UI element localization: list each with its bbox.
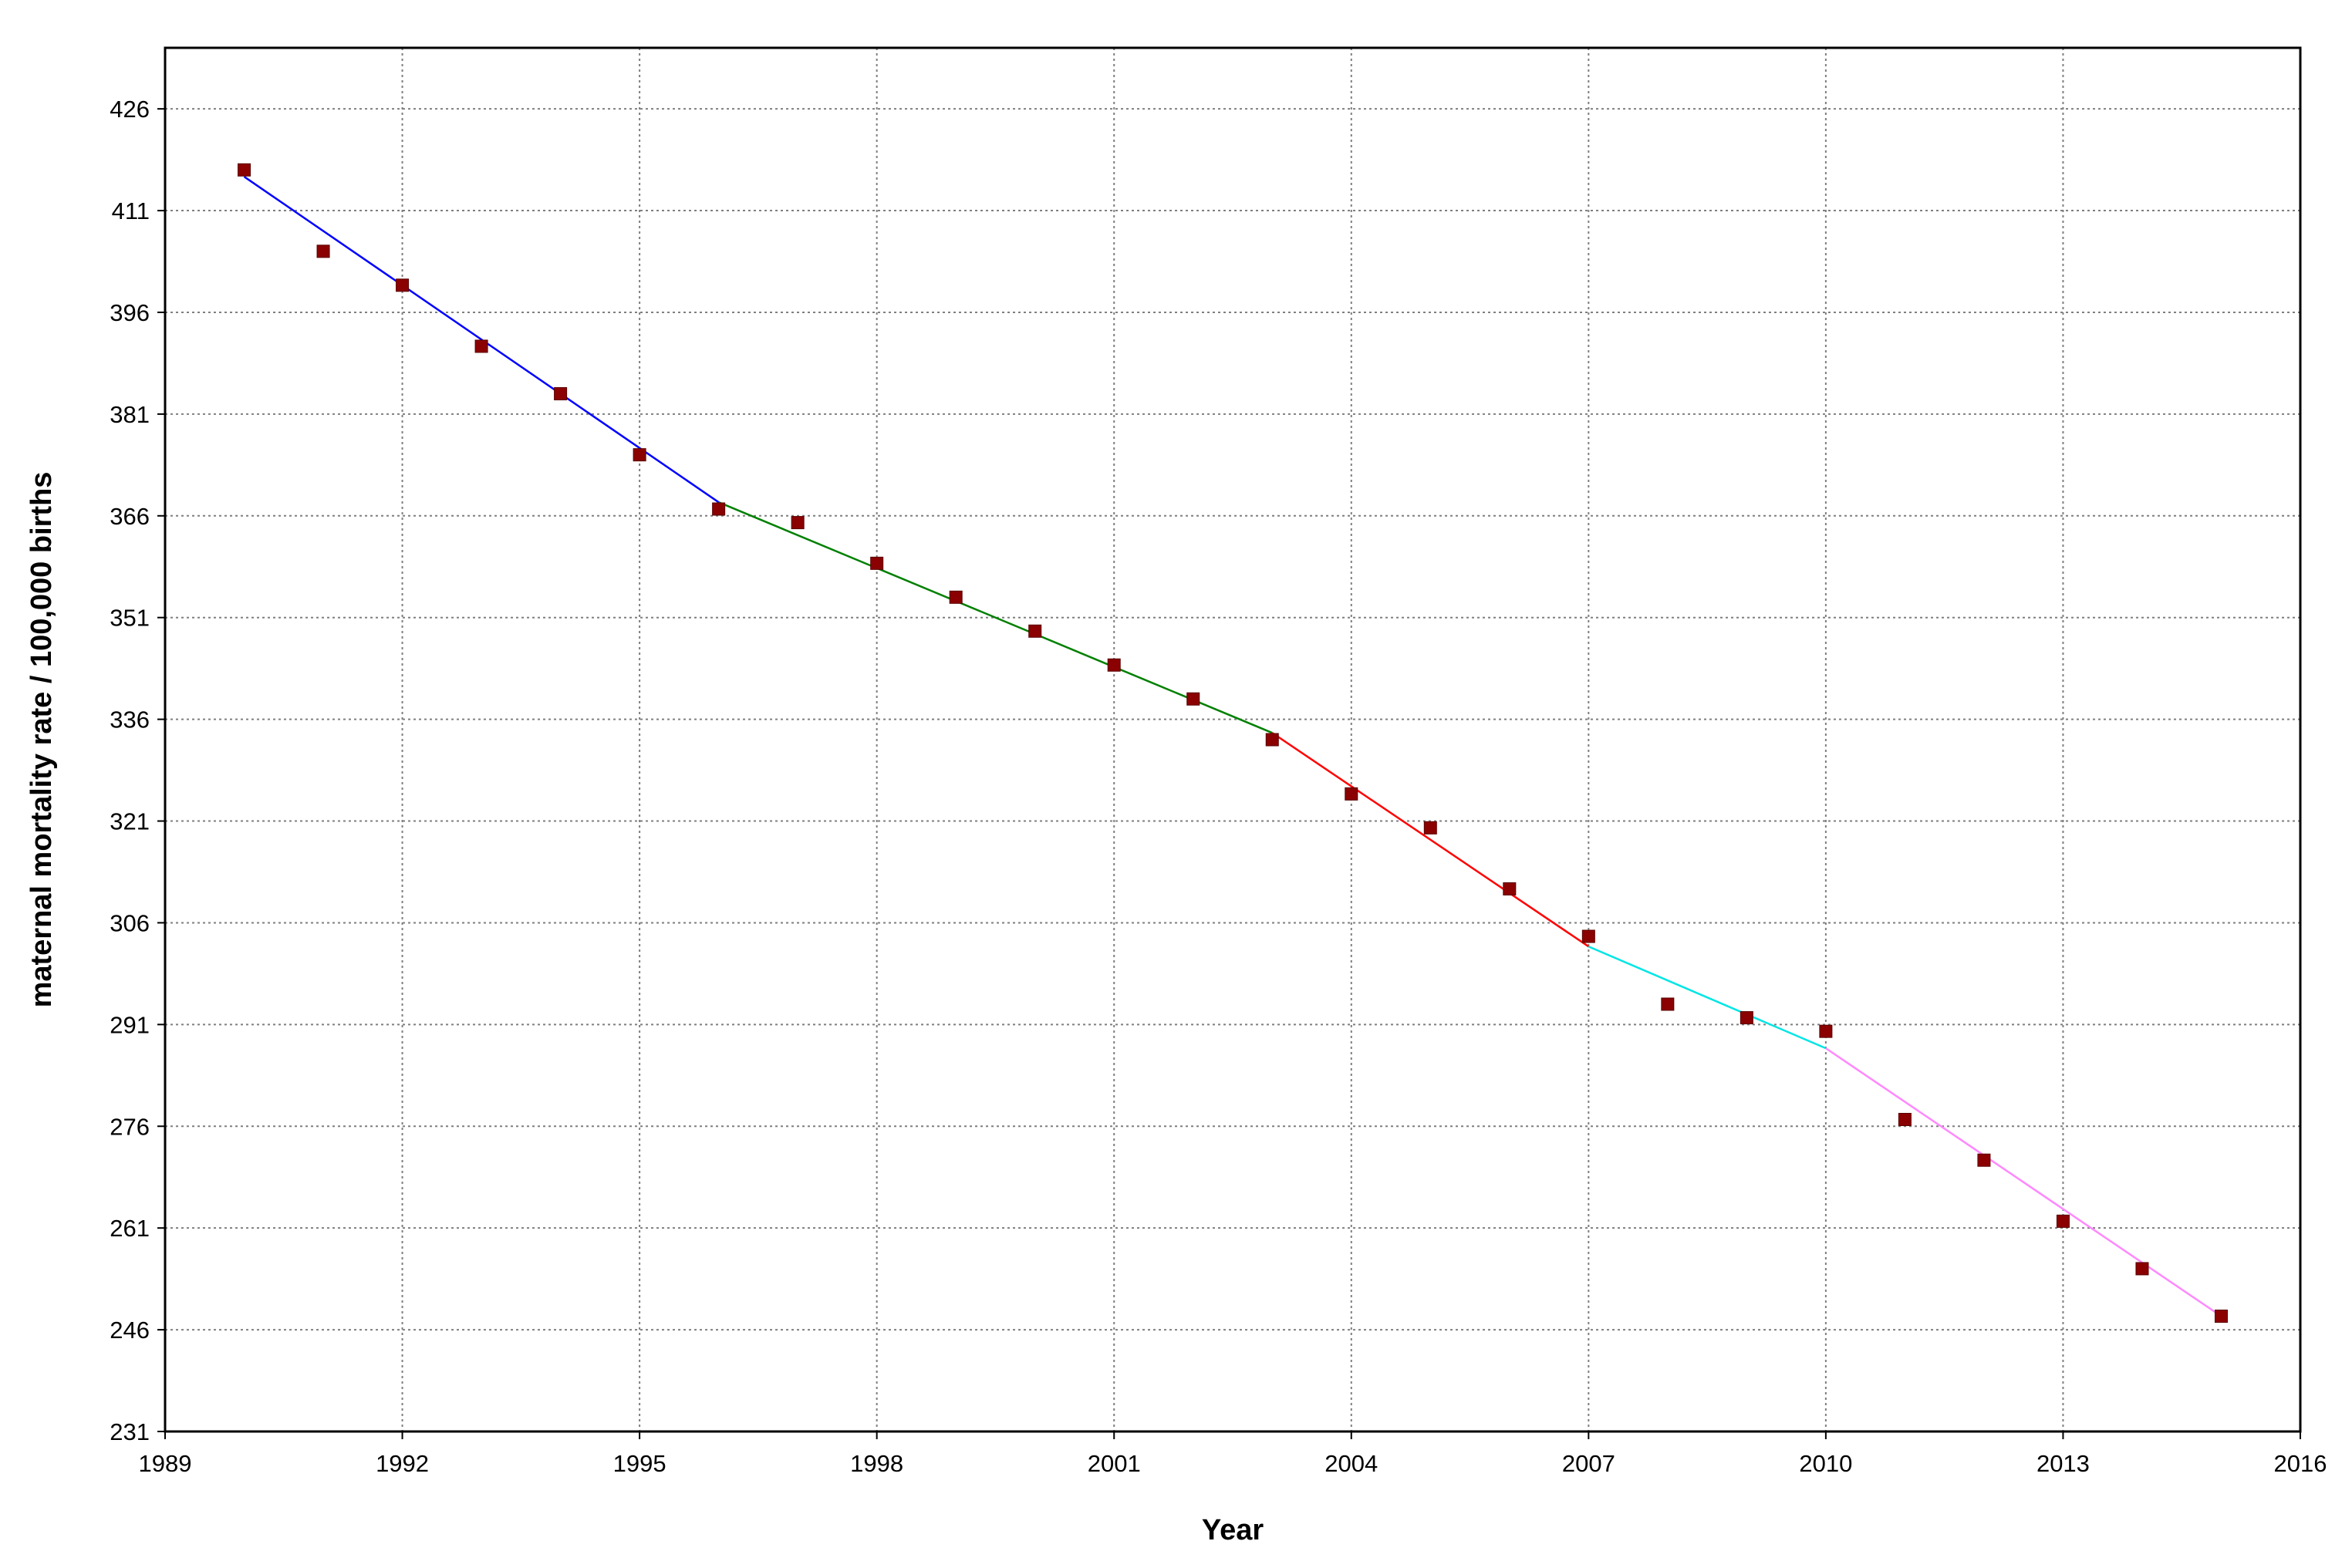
data-point xyxy=(712,502,726,516)
data-point xyxy=(1503,882,1517,895)
y-tick-label: 306 xyxy=(110,909,150,936)
data-point xyxy=(396,278,410,292)
trend-segment-1 xyxy=(243,176,720,504)
trend-segments xyxy=(243,176,2222,1317)
x-tick-label: 1989 xyxy=(139,1450,192,1477)
gridlines xyxy=(165,48,2300,1431)
y-tick-label: 291 xyxy=(110,1011,150,1038)
data-point xyxy=(1345,787,1358,801)
data-point xyxy=(1977,1153,1991,1167)
x-axis-ticks: 1989 1992 1995 1998 2001 2004 2007 2010 2013 2016 xyxy=(139,1431,2327,1477)
y-tick-label: 321 xyxy=(110,808,150,835)
y-tick-label: 246 xyxy=(110,1317,150,1344)
data-point xyxy=(1028,624,1042,638)
x-tick-label: 2016 xyxy=(2274,1450,2327,1477)
x-axis-title: Year xyxy=(1202,1514,1264,1546)
data-point xyxy=(633,448,646,462)
x-tick-label: 2001 xyxy=(1088,1450,1141,1477)
x-tick-label: 1995 xyxy=(613,1450,666,1477)
x-tick-label: 2007 xyxy=(1562,1450,1615,1477)
trend-segment-3 xyxy=(1271,732,1590,948)
x-tick-label: 1998 xyxy=(850,1450,903,1477)
x-tick-label: 2004 xyxy=(1324,1450,1378,1477)
y-tick-label: 336 xyxy=(110,706,150,733)
data-point xyxy=(870,556,884,570)
y-tick-label: 381 xyxy=(110,401,150,428)
data-point xyxy=(1819,1024,1833,1038)
data-point xyxy=(1581,929,1595,943)
y-tick-label: 366 xyxy=(110,503,150,530)
data-point xyxy=(1423,821,1437,835)
y-tick-label: 396 xyxy=(110,299,150,326)
y-tick-label: 411 xyxy=(112,197,150,224)
data-point xyxy=(554,387,568,400)
data-point xyxy=(1661,997,1675,1011)
data-point xyxy=(1898,1112,1912,1126)
y-tick-label: 276 xyxy=(110,1113,150,1140)
y-axis-ticks: 231 246 261 276 291 306 321 336 351 366 381 396 411 4… xyxy=(110,96,165,1445)
y-tick-label: 351 xyxy=(110,605,150,632)
trend-segment-2 xyxy=(718,501,1273,734)
plot-area-frame xyxy=(164,46,2302,1433)
data-point xyxy=(316,244,330,258)
data-point xyxy=(1186,692,1200,706)
data-point xyxy=(2135,1262,2149,1276)
data-point xyxy=(1740,1011,1753,1025)
trend-segment-5 xyxy=(1825,1047,2222,1317)
data-point xyxy=(1107,658,1121,672)
y-tick-label: 261 xyxy=(110,1215,150,1242)
data-point xyxy=(2214,1310,2228,1323)
x-tick-label: 2013 xyxy=(2036,1450,2090,1477)
y-tick-label: 231 xyxy=(110,1418,150,1445)
data-point xyxy=(474,339,488,353)
data-point xyxy=(2056,1214,2070,1228)
trend-segment-4 xyxy=(1588,946,1827,1050)
data-point xyxy=(949,590,963,604)
data-point xyxy=(791,516,805,530)
y-tick-label: 426 xyxy=(110,96,150,123)
data-point xyxy=(238,163,251,177)
y-axis-title: maternal mortality rate / 100,000 births xyxy=(25,472,58,1008)
x-tick-label: 1992 xyxy=(376,1450,429,1477)
x-tick-label: 2010 xyxy=(1799,1450,1852,1477)
data-point xyxy=(1265,733,1279,747)
data-points xyxy=(238,163,2228,1323)
